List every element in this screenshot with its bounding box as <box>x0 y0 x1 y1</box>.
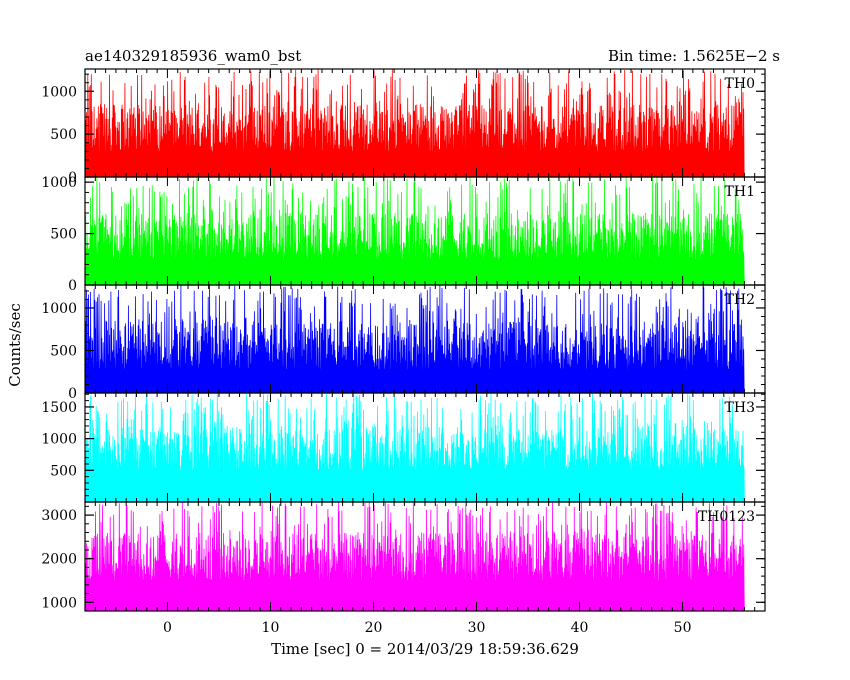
panel-label-th0123: TH0123 <box>698 509 755 525</box>
panels-group: 0 500 1000 TH0 0 500 1000 TH1 0 500 1000 TH2 500 1000… <box>41 68 766 612</box>
y-axis-label: Counts/sec <box>6 303 24 387</box>
y-tick-label: 0 <box>68 386 77 402</box>
x-tick-label: 40 <box>571 620 589 636</box>
series-th2 <box>84 285 745 394</box>
y-tick-label: 1000 <box>41 175 77 191</box>
y-tick-label: 0 <box>68 170 77 186</box>
y-tick-label: 1000 <box>41 595 77 611</box>
panel-th0123: 1000 2000 3000 TH0123 <box>41 501 766 612</box>
y-tick-label: 2000 <box>41 552 77 568</box>
panel-label-th0: TH0 <box>725 76 755 92</box>
y-tick-label: 1000 <box>41 301 77 317</box>
x-axis: 0 10 20 30 40 50 <box>163 620 692 636</box>
panel-label-th3: TH3 <box>725 400 755 416</box>
y-tick-label: 3000 <box>41 508 77 524</box>
panel-th2: 0 500 1000 TH2 <box>41 284 766 402</box>
x-tick-label: 30 <box>468 620 486 636</box>
series-th0123 <box>84 502 745 612</box>
series-th3 <box>84 392 745 503</box>
panel-label-th2: TH2 <box>725 292 755 308</box>
series-th1 <box>84 176 745 286</box>
x-axis-label: Time [sec] 0 = 2014/03/29 18:59:36.629 <box>271 640 579 658</box>
y-tick-label: 1000 <box>41 432 77 448</box>
x-tick-label: 10 <box>262 620 280 636</box>
panel-th0: 0 500 1000 TH0 <box>41 68 766 186</box>
y-tick-label: 500 <box>50 343 77 359</box>
y-tick-label: 500 <box>50 463 77 479</box>
y-tick-label: 1000 <box>41 84 77 100</box>
x-tick-label: 50 <box>674 620 692 636</box>
y-tick-label: 0 <box>68 278 77 294</box>
panel-th1: 0 500 1000 TH1 <box>41 175 766 294</box>
panel-label-th1: TH1 <box>725 184 755 200</box>
chart-title-left: ae140329185936_wam0_bst <box>85 47 301 65</box>
y-tick-label: 1500 <box>41 400 77 416</box>
series-th0 <box>84 69 745 178</box>
y-tick-label: 500 <box>50 127 77 143</box>
x-tick-label: 20 <box>365 620 383 636</box>
y-tick-label: 500 <box>50 227 77 243</box>
chart-title-right: Bin time: 1.5625E−2 s <box>608 47 780 65</box>
x-tick-label: 0 <box>163 620 172 636</box>
panel-th3: 500 1000 1500 TH3 <box>41 392 766 503</box>
